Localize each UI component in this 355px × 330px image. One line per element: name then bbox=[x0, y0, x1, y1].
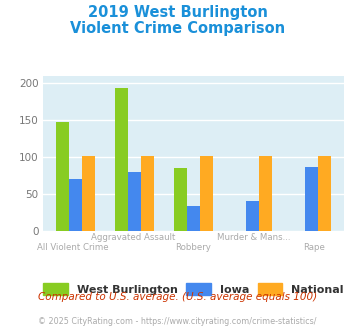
Bar bbox=[174, 168, 187, 231]
Text: Aggravated Assault: Aggravated Assault bbox=[91, 233, 175, 242]
Bar bbox=[246, 201, 259, 231]
Bar bbox=[56, 122, 69, 231]
Text: Murder & Mans...: Murder & Mans... bbox=[217, 233, 291, 242]
Bar bbox=[259, 156, 272, 231]
Bar bbox=[115, 88, 128, 231]
Bar bbox=[141, 156, 154, 231]
Bar bbox=[187, 206, 200, 231]
Text: Violent Crime Comparison: Violent Crime Comparison bbox=[70, 21, 285, 36]
Text: Compared to U.S. average. (U.S. average equals 100): Compared to U.S. average. (U.S. average … bbox=[38, 292, 317, 302]
Bar bbox=[318, 156, 331, 231]
Text: Rape: Rape bbox=[303, 243, 325, 251]
Text: Robbery: Robbery bbox=[175, 243, 212, 251]
Bar bbox=[69, 179, 82, 231]
Text: All Violent Crime: All Violent Crime bbox=[37, 243, 109, 251]
Bar bbox=[128, 172, 141, 231]
Bar bbox=[305, 168, 318, 231]
Text: © 2025 CityRating.com - https://www.cityrating.com/crime-statistics/: © 2025 CityRating.com - https://www.city… bbox=[38, 317, 317, 326]
Text: 2019 West Burlington: 2019 West Burlington bbox=[88, 5, 267, 20]
Bar bbox=[200, 156, 213, 231]
Bar bbox=[82, 156, 95, 231]
Legend: West Burlington, Iowa, National: West Burlington, Iowa, National bbox=[43, 283, 344, 295]
